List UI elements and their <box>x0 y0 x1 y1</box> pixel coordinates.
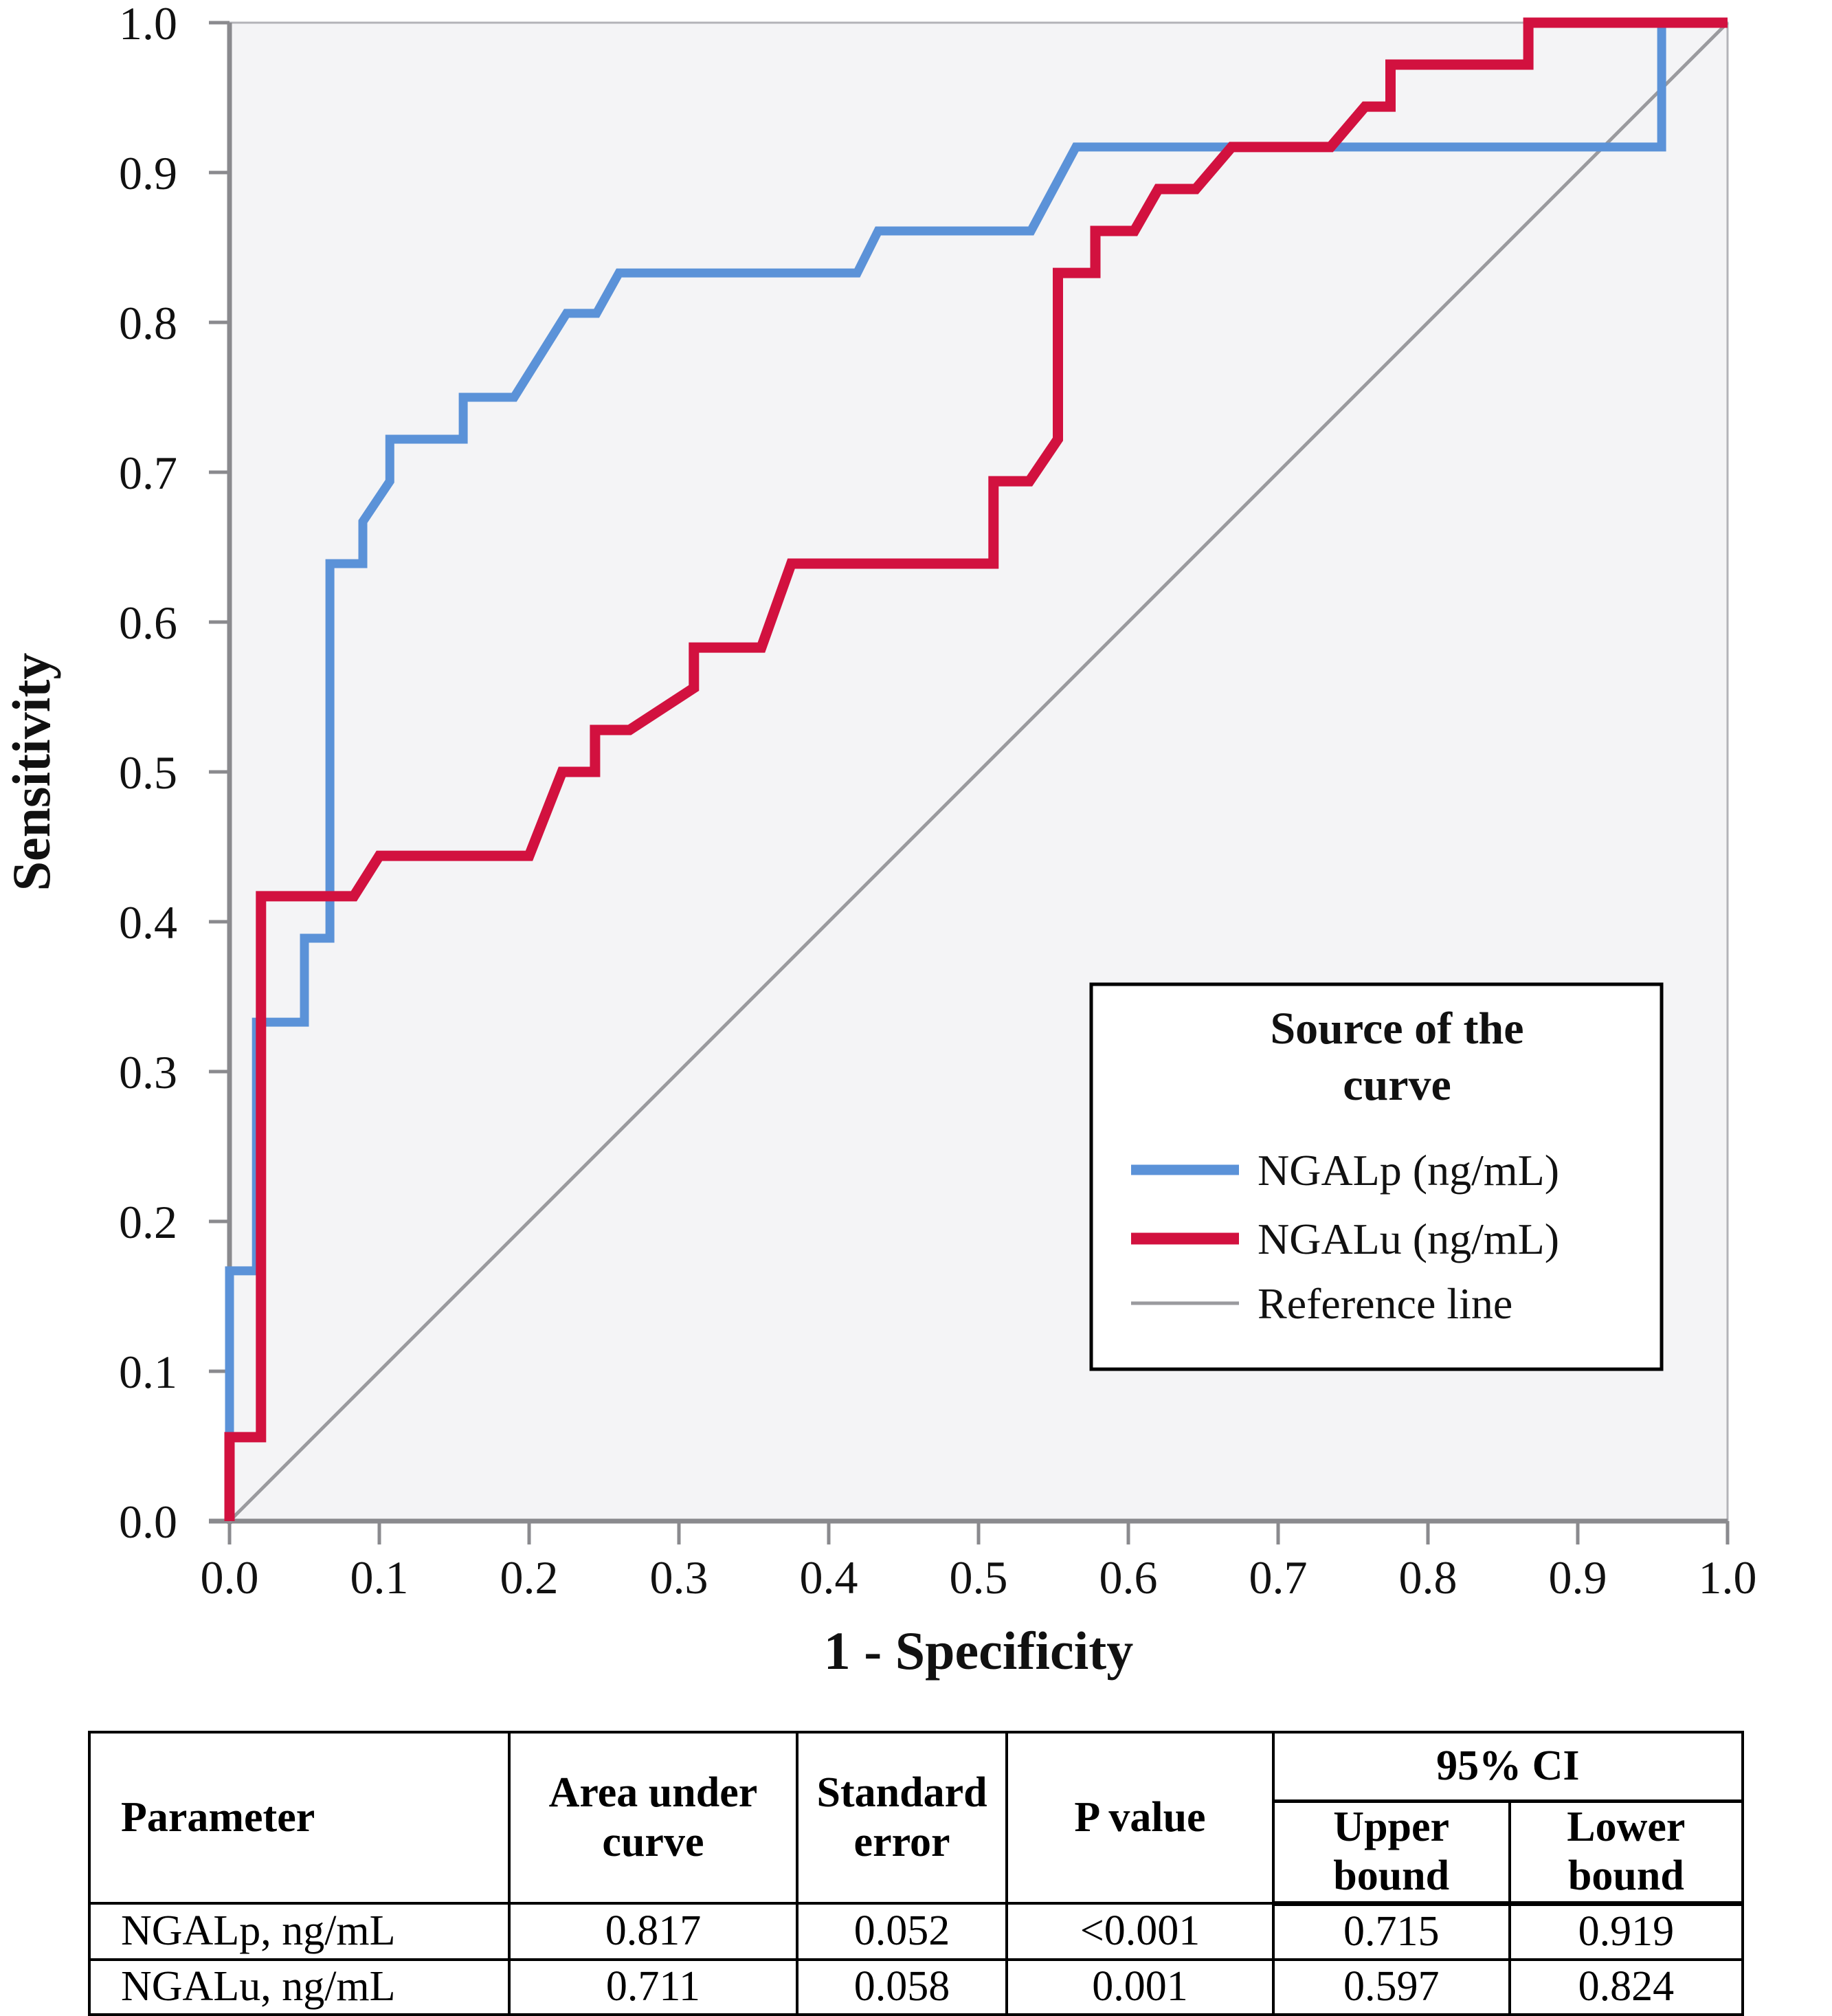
cell-ngalu-name: NGALu, ng/mL <box>87 1958 511 2016</box>
col-header-parameter: Parameter <box>87 1730 511 1905</box>
col-header-p-value: P value <box>1005 1730 1275 1905</box>
x-tick-label: 0.6 <box>1099 1551 1158 1604</box>
x-tick-label: 1.0 <box>1699 1551 1757 1604</box>
table-header-row-sub: Upper bound Lower bound <box>89 1799 1745 1906</box>
col-header-upper-bound: Upper bound <box>1271 1799 1511 1906</box>
y-tick-label: 0.7 <box>119 447 177 499</box>
x-tick-label: 0.4 <box>800 1551 858 1604</box>
y-tick-label: 0.9 <box>119 147 177 199</box>
legend-item-reference-label: Reference line <box>1258 1279 1512 1328</box>
cell-ngalp-auc: 0.817 <box>508 1902 798 1961</box>
roc-curve-ngalu <box>224 17 1728 1521</box>
y-tick-label: 0.4 <box>119 896 177 949</box>
cell-ngalp-se: 0.052 <box>795 1902 1009 1961</box>
roc-curve-reference <box>228 21 1729 1522</box>
cell-ngalu-p: 0.001 <box>1005 1958 1275 2016</box>
cell-ngalp-p: <0.001 <box>1005 1902 1275 1961</box>
x-tick-label: 0.5 <box>950 1551 1008 1604</box>
x-tick-label: 0.3 <box>650 1551 708 1604</box>
y-tick-label: 1.0 <box>119 0 177 49</box>
roc-curve-ngalp <box>225 18 1728 1521</box>
legend-item-ngalp-label: NGALp (ng/mL) <box>1258 1146 1559 1195</box>
y-tick-label: 0.8 <box>119 297 177 349</box>
x-tick-label: 0.7 <box>1249 1551 1308 1604</box>
cell-ngalp-lower: 0.919 <box>1508 1902 1745 1961</box>
table-header-row-top: Parameter Area under curve Standard erro… <box>87 1730 1745 1905</box>
col-header-auc: Area under curve <box>508 1730 798 1905</box>
x-tick-label: 0.0 <box>201 1551 259 1604</box>
legend-title-line2: curve <box>1343 1060 1451 1110</box>
y-tick-label: 0.1 <box>119 1346 177 1398</box>
y-axis-title: Sensitivity <box>1 653 61 891</box>
cell-ngalu-auc: 0.711 <box>508 1958 798 2016</box>
x-tick-label: 0.9 <box>1549 1551 1607 1604</box>
cell-ngalu-upper: 0.597 <box>1271 1958 1511 2016</box>
y-tick-label: 0.3 <box>119 1046 177 1098</box>
y-tick-label: 0.5 <box>119 746 177 799</box>
x-tick-label: 0.8 <box>1399 1551 1457 1604</box>
roc-statistics-table: Parameter Area under curve Standard erro… <box>87 1730 1745 2016</box>
y-tick-label: 0.0 <box>119 1496 177 1548</box>
x-axis-title: 1 - Specificity <box>824 1621 1134 1681</box>
x-tick-label: 0.1 <box>350 1551 409 1604</box>
table-row-ngalu: NGALu, ng/mL 0.711 0.058 0.001 0.597 0.8… <box>87 1958 1745 2016</box>
col-header-95ci: 95% CI <box>1271 1731 1745 1803</box>
legend-item-ngalu-label: NGALu (ng/mL) <box>1258 1215 1559 1263</box>
roc-chart: 0.0 0.1 0.2 0.3 0.4 0.5 0.6 0.7 0.8 0.9 1.0 0.0 0.1 0… <box>1 0 1757 1681</box>
legend-title-line1: Source of the <box>1270 1004 1523 1054</box>
cell-ngalu-lower: 0.824 <box>1508 1958 1745 2016</box>
x-tick-label: 0.2 <box>500 1551 559 1604</box>
y-tick-label: 0.2 <box>119 1196 177 1248</box>
cell-ngalu-se: 0.058 <box>795 1958 1009 2016</box>
roc-chart-canvas: 0.0 0.1 0.2 0.3 0.4 0.5 0.6 0.7 0.8 0.9 1.0 0.0 0.1 0… <box>1 0 1757 1681</box>
legend-box <box>1089 982 1664 1371</box>
cell-ngalp-upper: 0.715 <box>1271 1902 1511 1961</box>
col-header-lower-bound: Lower bound <box>1508 1799 1745 1906</box>
y-tick-label: 0.6 <box>119 597 177 649</box>
table-row-ngalp: NGALp, ng/mL 0.817 0.052 <0.001 0.715 0.… <box>87 1902 1745 1961</box>
cell-ngalp-name: NGALp, ng/mL <box>87 1902 511 1961</box>
col-header-standard-error: Standard error <box>795 1730 1009 1905</box>
